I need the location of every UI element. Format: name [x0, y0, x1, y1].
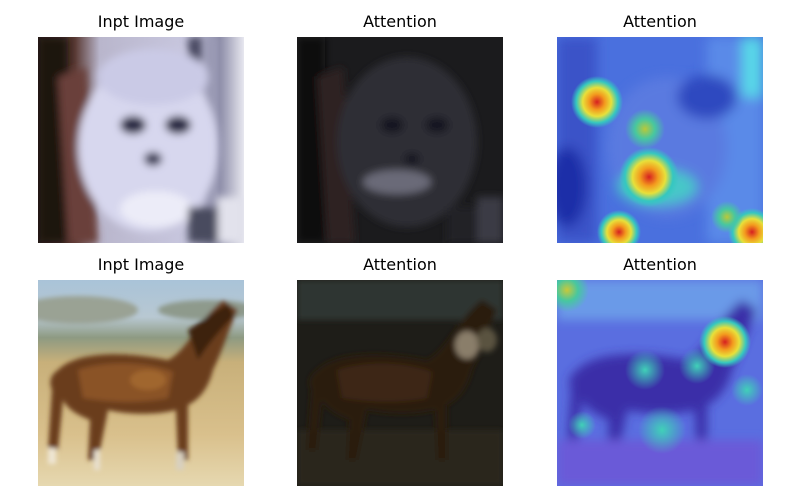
panel-title-horse-masked: Attention — [363, 255, 437, 274]
cat-attention-heatmap — [557, 37, 763, 243]
panel-title-horse-heatmap: Attention — [623, 255, 697, 274]
horse-input-image — [38, 280, 244, 486]
cat-input-image — [38, 37, 244, 243]
panel-title-cat-input: Inpt Image — [97, 12, 185, 31]
horse-attention-heatmap — [557, 280, 763, 486]
panel-title-cat-heatmap: Attention — [623, 12, 697, 31]
panel-title-cat-masked: Attention — [363, 12, 437, 31]
horse-attention-masked — [297, 280, 503, 486]
panel-title-horse-input: Inpt Image — [97, 255, 185, 274]
cat-attention-masked — [297, 37, 503, 243]
